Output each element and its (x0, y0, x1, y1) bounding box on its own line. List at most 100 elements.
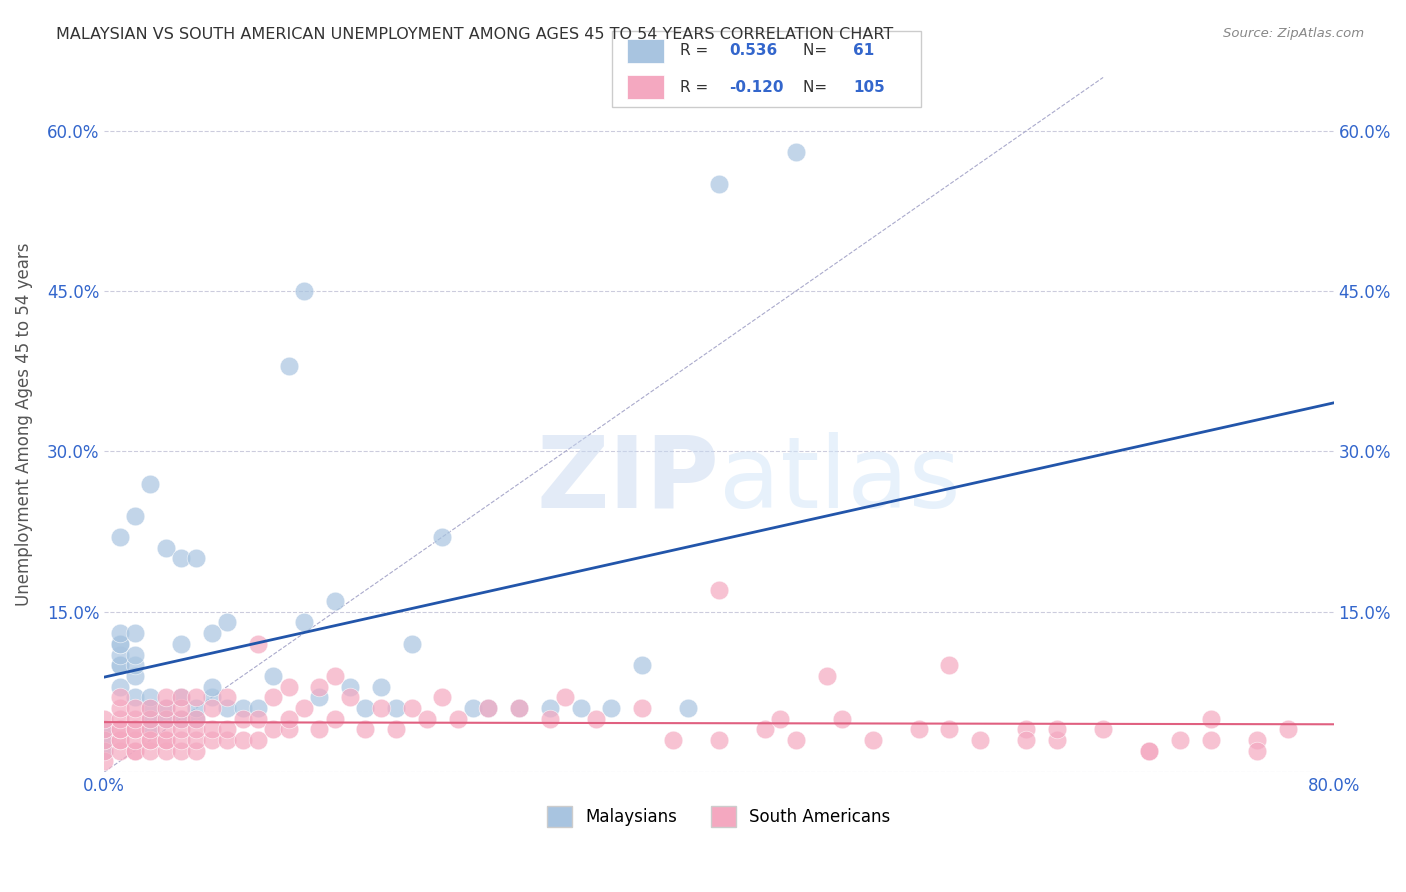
Point (108, 658, 131, 673)
Point (862, 733, 884, 747)
Point (186, 723, 208, 737)
Point (262, 690, 284, 705)
Point (139, 733, 162, 747)
Point (186, 744, 208, 758)
Point (1199, 712, 1222, 726)
Text: N=: N= (803, 79, 832, 95)
Point (108, 680, 131, 694)
Point (1137, 744, 1160, 758)
Point (155, 733, 177, 747)
Text: R =: R = (679, 44, 713, 59)
Point (1168, 733, 1191, 747)
Text: R =: R = (679, 79, 713, 95)
Point (831, 712, 853, 726)
Point (262, 723, 284, 737)
Point (139, 744, 162, 758)
Point (108, 723, 131, 737)
Point (354, 723, 377, 737)
Point (93, 712, 115, 726)
Point (155, 712, 177, 726)
Point (124, 744, 146, 758)
Point (401, 637, 423, 651)
Point (217, 701, 239, 715)
Point (232, 701, 254, 715)
Point (1092, 723, 1115, 737)
Point (707, 583, 730, 598)
Text: atlas: atlas (718, 432, 960, 529)
Point (139, 723, 162, 737)
Point (124, 690, 146, 705)
Point (370, 680, 392, 694)
Point (538, 701, 561, 715)
FancyBboxPatch shape (612, 31, 921, 107)
Point (323, 712, 346, 726)
Point (155, 723, 177, 737)
Point (139, 476, 162, 491)
Point (477, 701, 499, 715)
Point (308, 723, 330, 737)
Point (232, 712, 254, 726)
Bar (627, 38, 664, 63)
Point (1046, 733, 1069, 747)
Point (339, 680, 361, 694)
Point (246, 701, 269, 715)
Bar (627, 75, 664, 99)
Point (1246, 744, 1268, 758)
Point (108, 690, 131, 705)
Point (292, 615, 315, 630)
Point (139, 712, 162, 726)
Point (1246, 733, 1268, 747)
Point (370, 701, 392, 715)
Point (292, 284, 315, 298)
Y-axis label: Unemployment Among Ages 45 to 54 years: Unemployment Among Ages 45 to 54 years (15, 243, 32, 607)
Point (108, 744, 131, 758)
Point (108, 648, 131, 662)
Point (707, 178, 730, 192)
Point (93, 755, 115, 769)
Point (108, 637, 131, 651)
Point (201, 680, 224, 694)
Point (246, 733, 269, 747)
Point (277, 712, 299, 726)
Point (217, 733, 239, 747)
Point (969, 733, 991, 747)
Point (170, 637, 193, 651)
Point (907, 723, 929, 737)
Point (339, 690, 361, 705)
Point (93, 733, 115, 747)
Point (139, 701, 162, 715)
Point (461, 701, 484, 715)
Point (170, 551, 193, 566)
Point (139, 723, 162, 737)
Point (432, 690, 454, 705)
Point (385, 723, 408, 737)
Point (124, 648, 146, 662)
Point (124, 733, 146, 747)
Text: Source: ZipAtlas.com: Source: ZipAtlas.com (1223, 27, 1364, 40)
Point (108, 530, 131, 544)
Point (170, 712, 193, 726)
Point (93, 744, 115, 758)
Point (707, 733, 730, 747)
Point (201, 701, 224, 715)
Point (155, 744, 177, 758)
Point (246, 712, 269, 726)
Point (124, 658, 146, 673)
Point (785, 145, 807, 160)
Point (217, 690, 239, 705)
Point (170, 744, 193, 758)
Point (93, 723, 115, 737)
Point (323, 669, 346, 683)
Point (785, 733, 807, 747)
Text: 105: 105 (853, 79, 884, 95)
Point (508, 701, 530, 715)
Point (124, 626, 146, 640)
Point (124, 744, 146, 758)
Point (124, 669, 146, 683)
Point (139, 701, 162, 715)
Point (1277, 723, 1299, 737)
Point (155, 701, 177, 715)
Point (139, 690, 162, 705)
Point (246, 637, 269, 651)
Point (124, 723, 146, 737)
